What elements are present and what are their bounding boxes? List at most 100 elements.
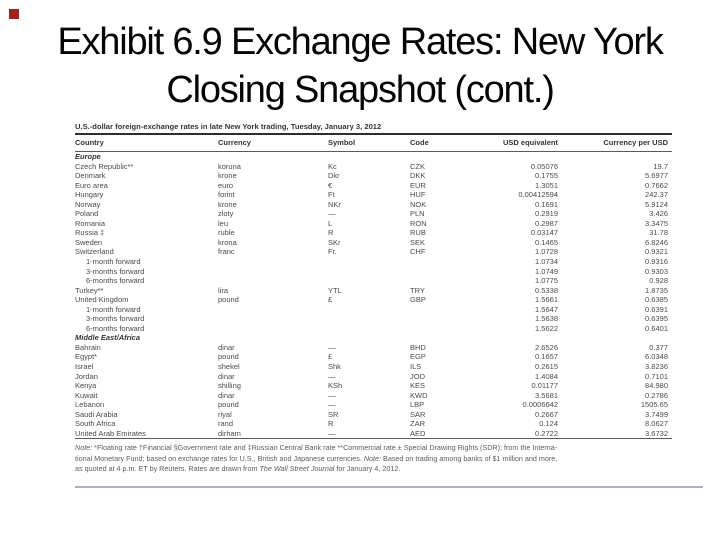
table-cell (328, 305, 410, 315)
page-title: Exhibit 6.9 Exchange Rates: New York Clo… (0, 18, 720, 114)
table-cell: dinar (218, 371, 235, 381)
note-text: Based on trading among banks of $1 milli… (381, 453, 558, 463)
table-row: Jordan dinar — JOD 1.4084 0.7101 (75, 372, 672, 382)
table-cell: 3.5681 (535, 390, 558, 400)
table-cell: 5.6977 (645, 171, 668, 181)
caption-rule (75, 133, 672, 135)
table-cell: 0.7101 (645, 371, 668, 381)
table-row: Poland zloty — PLN 0.2919 3.426 (75, 209, 672, 219)
table-cell: shilling (218, 381, 241, 391)
table-cell: 0.9321 (645, 247, 668, 257)
table-cell: 0.6391 (645, 304, 668, 314)
table-cell: 1505.65 (640, 400, 668, 410)
table-cell: rand (218, 419, 234, 429)
table-cell: 6.0348 (645, 352, 668, 362)
table-cell: 3.6732 (645, 428, 668, 438)
table-cell: Dkr (328, 171, 340, 181)
table-cell: CHF (410, 247, 426, 257)
table-cell: Kc (328, 161, 337, 171)
table-cell: 1.8735 (645, 285, 668, 295)
table-row: Hungary forint Ft HUF 0.00412594 242.37 (75, 190, 672, 200)
table-cell: koruna (218, 161, 241, 171)
table-cell: — (328, 209, 336, 219)
table-cell: 0.2987 (535, 218, 558, 228)
table-bottom-rule (75, 438, 672, 440)
table-cell: leu (218, 218, 229, 228)
table-cell: EUR (410, 180, 426, 190)
table-cell (328, 314, 410, 324)
table-cell: SEK (410, 237, 426, 247)
table-cell: — (328, 428, 336, 438)
table-cell: 0.7662 (645, 180, 668, 190)
table-cell (410, 267, 475, 277)
table-cell: Fr. (328, 247, 337, 257)
title-line-2: Closing Snapshot (cont.) (166, 69, 555, 111)
table-cell: 0.1465 (535, 237, 558, 247)
table-cell: 0.00412594 (518, 190, 558, 200)
table-row: Sweden krona SKr SEK 0.1465 6.8246 (75, 238, 672, 248)
table-row: Saudi Arabia riyal SR SAR 0.2667 3.7499 (75, 410, 672, 420)
bottom-divider (75, 486, 703, 488)
table-cell: 0.2722 (535, 428, 558, 438)
table-cell: Shk (328, 362, 341, 372)
table-cell: Saudi Arabia (75, 409, 118, 419)
table-cell: ruble (218, 228, 235, 238)
table-cell: Lebanon (75, 400, 105, 410)
table-cell: shekel (218, 362, 240, 372)
table-cell: 0.1755 (535, 171, 558, 181)
table-cell: dinar (218, 390, 235, 400)
table-cell: 3.3475 (645, 218, 668, 228)
table-cell: £ (328, 352, 333, 362)
table-cell (410, 276, 475, 286)
table-cell: 0.124 (539, 419, 558, 429)
note-text: as quoted at 4 p.m. ET by Reuters. Rates… (75, 464, 260, 474)
table-cell: 0.5338 (535, 285, 558, 295)
table-cell: LBP (410, 400, 425, 410)
column-header: Country (75, 138, 104, 147)
table-cell: 242.37 (645, 190, 668, 200)
table-cell: GBP (410, 295, 426, 305)
table-cell: — (328, 390, 336, 400)
column-header: Currency (218, 138, 251, 147)
table-cell: euro (218, 180, 234, 190)
table-cell: 0.03147 (530, 228, 558, 238)
table-cell (218, 257, 328, 267)
table-cell: Sweden (75, 237, 103, 247)
table-cell (328, 267, 410, 277)
column-header: Code (410, 138, 429, 147)
table-header-row: Country Currency Symbol Code USD equivalent C… (75, 135, 672, 151)
table-cell: NOK (410, 199, 427, 209)
table-cell: krone (218, 199, 237, 209)
note-text: tional Monetary Fund; based on exchange … (75, 453, 364, 463)
note-text: The Wall Street Journal (259, 464, 335, 474)
table-cell: 1.0775 (535, 276, 558, 286)
table-cell: forint (218, 190, 235, 200)
note-text: Note: (363, 453, 382, 463)
table-cell: DKK (410, 171, 426, 181)
table-cell: Euro area (75, 180, 108, 190)
table-cell: CZK (410, 161, 425, 171)
note-line: tional Monetary Fund; based on exchange … (75, 454, 672, 464)
table-cell: Norway (75, 199, 101, 209)
table-row: United Kingdom pound £ GBP 1.5661 0.6385 (75, 295, 672, 305)
table-cell: NKr (328, 199, 341, 209)
note-text: Note: (75, 443, 93, 453)
table-row: 1-month forward 1.5647 0.6391 (75, 305, 672, 315)
table-cell: Israel (75, 362, 94, 372)
table-cell: AED (410, 428, 426, 438)
note-line: as quoted at 4 p.m. ET by Reuters. Rates… (75, 464, 672, 474)
table-cell: — (328, 371, 336, 381)
table-cell: South Africa (75, 419, 116, 429)
table-cell: EGP (410, 352, 426, 362)
table-cell: 0.928 (649, 276, 668, 286)
table-cell: pound (218, 352, 239, 362)
table-cell: pound (218, 295, 239, 305)
table-cell: — (328, 400, 336, 410)
table-cell: 0.2919 (535, 209, 558, 219)
table-cell: krone (218, 171, 237, 181)
table-cell: SR (328, 409, 339, 419)
table-cell: 0.9316 (645, 257, 668, 267)
table-row: Egypt* pound £ EGP 0.1657 6.0348 (75, 352, 672, 362)
table-row: Kenya shilling KSh KES 0.01177 84.980 (75, 381, 672, 391)
table-cell: dirham (218, 428, 241, 438)
